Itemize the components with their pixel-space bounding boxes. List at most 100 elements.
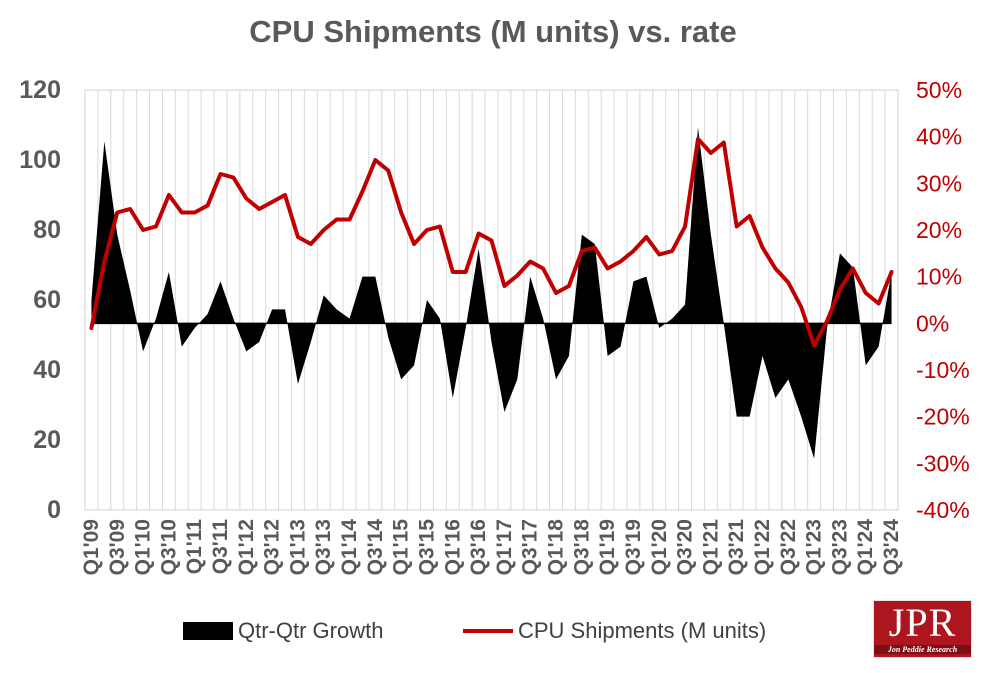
qtr-qtr-growth-point	[567, 354, 571, 358]
cpu-shipments-point	[115, 211, 119, 215]
x-tick-label: Q1'09	[80, 519, 103, 575]
x-tick-label: Q3'09	[106, 519, 129, 575]
x-tick-label: Q1'18	[545, 519, 568, 576]
qtr-qtr-growth-point	[670, 317, 674, 321]
cpu-shipments-point	[593, 246, 597, 250]
logo-subtitle: Jon Peddie Research	[874, 645, 971, 654]
x-tick-label: Q1'23	[803, 519, 826, 575]
y-right-tick-label: 30%	[916, 170, 962, 196]
qtr-qtr-growth-point	[283, 307, 287, 311]
y-right-tick-label: 0%	[916, 310, 949, 336]
qtr-qtr-growth-point	[115, 233, 119, 237]
legend-swatch-qtr-qtr-growth	[183, 622, 233, 640]
qtr-qtr-growth-point	[786, 377, 790, 381]
cpu-shipments-point	[864, 291, 868, 295]
cpu-shipments-point	[838, 288, 842, 292]
x-tick-label: Q1'22	[751, 519, 774, 575]
cpu-shipments-point	[851, 267, 855, 271]
y-left-tick-label: 120	[19, 76, 61, 104]
y-right-tick-label: 20%	[916, 217, 962, 243]
x-tick-label: Q3'16	[467, 519, 490, 575]
cpu-shipments-point	[399, 211, 403, 215]
cpu-shipments-point	[167, 193, 171, 197]
y-left-tick-label: 40	[33, 356, 61, 384]
y-right-tick-label: -20%	[916, 404, 970, 430]
y-right-tick-label: -30%	[916, 450, 970, 476]
qtr-qtr-growth-point	[348, 317, 352, 321]
y-left-tick-label: 100	[19, 146, 61, 174]
qtr-qtr-growth-point	[812, 457, 816, 461]
cpu-shipments-point	[812, 344, 816, 348]
x-tick-label: Q1'21	[699, 519, 722, 576]
x-tick-label: Q1'20	[648, 519, 671, 575]
cpu-shipments-point	[373, 158, 377, 162]
x-tick-label: Q1'11	[183, 519, 206, 575]
legend-label-cpu-shipments: CPU Shipments (M units)	[518, 618, 767, 643]
cpu-shipments-point	[490, 239, 494, 243]
x-tick-label: Q3'18	[570, 519, 593, 576]
qtr-qtr-growth-point	[141, 349, 145, 353]
qtr-qtr-growth-point	[219, 279, 223, 283]
x-tick-label: Q3'20	[674, 519, 697, 575]
x-tick-label: Q3'15	[415, 519, 438, 576]
legend-swatch-cpu-shipments	[463, 629, 513, 633]
cpu-shipments-point	[502, 284, 506, 288]
cpu-shipments-point	[786, 281, 790, 285]
series-area-qtr-qtr-growth	[91, 127, 892, 459]
x-tick-label: Q1'14	[338, 519, 361, 576]
cpu-shipments-point	[412, 242, 416, 246]
x-tick-label: Q1'15	[390, 519, 413, 576]
qtr-qtr-growth-point	[464, 326, 468, 330]
vertical-gridlines	[84, 90, 899, 510]
x-tick-label: Q1'10	[132, 519, 155, 575]
cpu-shipments-point	[580, 249, 584, 253]
y-left-tick-label: 80	[33, 216, 61, 244]
qtr-qtr-growth-point	[877, 345, 881, 349]
qtr-qtr-growth-point	[102, 139, 106, 143]
qtr-qtr-growth-point	[231, 317, 235, 321]
cpu-shipments-point	[102, 260, 106, 264]
qtr-qtr-growth-point	[606, 354, 610, 358]
cpu-shipments-point	[296, 235, 300, 239]
qtr-qtr-growth-point	[593, 242, 597, 246]
cpu-shipments-point	[799, 305, 803, 309]
cpu-shipments-point	[257, 207, 261, 211]
x-tick-label: Q3'10	[157, 519, 180, 575]
x-tick-label: Q3'13	[312, 519, 335, 575]
qtr-qtr-growth-point	[528, 275, 532, 279]
chart-title: CPU Shipments (M units) vs. rate	[249, 14, 737, 49]
qtr-qtr-growth-points	[89, 125, 893, 460]
series-line-cpu-shipments	[89, 137, 894, 348]
y-right-tick-label: -40%	[916, 497, 970, 523]
qtr-qtr-growth-point	[412, 363, 416, 367]
cpu-shipments-point	[477, 232, 481, 236]
legend-label-qtr-qtr-growth: Qtr-Qtr Growth	[238, 618, 384, 643]
qtr-qtr-growth-point	[541, 317, 545, 321]
qtr-qtr-growth-point	[193, 326, 197, 330]
x-axis: Q1'09 Q3'09 Q1'10 Q3'10 Q1'11 Q3'11 Q1'12 Q3'12…	[80, 519, 903, 576]
x-tick-label: Q3'24	[880, 519, 903, 576]
cpu-shipments-point	[670, 249, 674, 253]
qtr-qtr-growth-point	[322, 293, 326, 297]
qtr-qtr-growth-point	[864, 363, 868, 367]
y-left-tick-label: 20	[33, 426, 61, 454]
qtr-qtr-growth-point	[683, 303, 687, 307]
cpu-shipments-point	[773, 267, 777, 271]
cpu-shipments-point	[154, 225, 158, 229]
qtr-qtr-growth-point	[296, 382, 300, 386]
qtr-qtr-growth-point	[709, 233, 713, 237]
y-right-tick-label: 40%	[916, 124, 962, 150]
cpu-shipments-point	[438, 225, 442, 229]
cpu-shipments-point	[464, 270, 468, 274]
x-tick-label: Q1'16	[441, 519, 464, 575]
cpu-shipments-point	[696, 137, 700, 141]
cpu-shipments-point	[619, 260, 623, 264]
x-tick-label: Q1'13	[286, 519, 309, 575]
cpu-shipments-point	[877, 302, 881, 306]
qtr-qtr-growth-point	[167, 270, 171, 274]
qtr-qtr-growth-point	[206, 312, 210, 316]
cpu-shipments-point	[386, 169, 390, 173]
cpu-shipments-point	[709, 151, 713, 155]
qtr-qtr-growth-point	[619, 345, 623, 349]
